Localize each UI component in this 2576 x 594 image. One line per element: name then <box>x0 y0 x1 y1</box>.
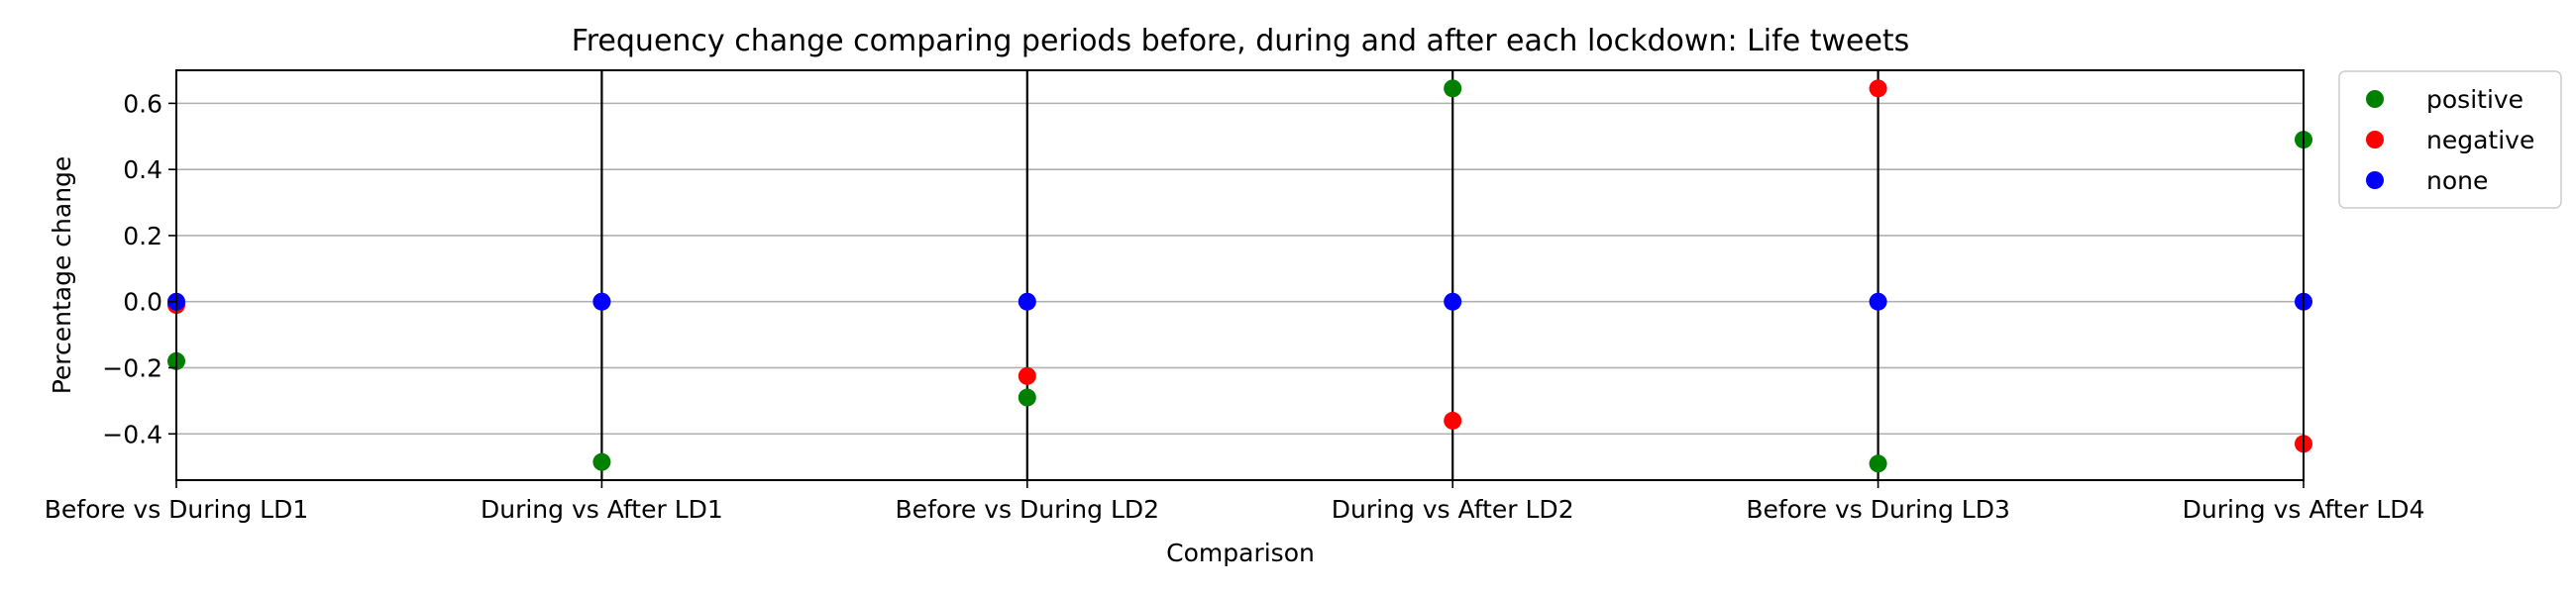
legend-marker-positive <box>2366 90 2384 108</box>
legend: positive negative none <box>2338 70 2562 209</box>
x-tick-label: During vs After LD1 <box>481 495 723 524</box>
legend-frame <box>2338 70 2562 209</box>
point-none <box>1444 292 1462 311</box>
point-none <box>592 292 611 311</box>
x-tick-label: During vs After LD4 <box>2183 495 2425 524</box>
point-none <box>1869 292 1887 311</box>
y-ticks-layer: −0.4 −0.2 0.0 0.2 0.4 0.6 <box>102 89 176 448</box>
point-positive <box>1018 388 1036 407</box>
x-tick-label: Before vs During LD1 <box>45 495 309 524</box>
plot-frame <box>175 69 2305 481</box>
legend-label-none: none <box>2426 166 2488 195</box>
point-none <box>1018 292 1036 311</box>
y-tick-label: 0.0 <box>123 288 162 317</box>
x-tick-label: Before vs During LD3 <box>1746 495 2010 524</box>
point-negative <box>1444 411 1462 430</box>
point-positive <box>1869 454 1887 473</box>
y-tick-label: 0.6 <box>123 89 162 118</box>
legend-marker-negative <box>2366 131 2384 148</box>
x-ticks-layer: Before vs During LD1 During vs After LD1 B… <box>45 480 2425 524</box>
y-tick-label: −0.2 <box>102 353 162 382</box>
y-tick-label: 0.4 <box>123 155 162 184</box>
y-axis-label: Percentage change <box>48 156 76 395</box>
chart-title: Frequency change comparing periods befor… <box>572 24 1910 58</box>
point-negative <box>1869 79 1887 98</box>
x-tick-label: Before vs During LD2 <box>896 495 1160 524</box>
point-positive <box>592 452 611 471</box>
legend-marker-none <box>2366 171 2384 189</box>
grid-layer <box>176 102 2304 436</box>
legend-label-positive: positive <box>2426 85 2523 114</box>
points-layer <box>167 79 2312 473</box>
x-axis-label: Comparison <box>1166 539 1315 567</box>
y-tick-label: 0.2 <box>123 222 162 250</box>
point-positive <box>1444 79 1462 98</box>
point-negative <box>1018 366 1036 385</box>
y-tick-label: −0.4 <box>102 420 162 448</box>
x-tick-label: During vs After LD2 <box>1332 495 1574 524</box>
legend-label-negative: negative <box>2426 126 2534 154</box>
